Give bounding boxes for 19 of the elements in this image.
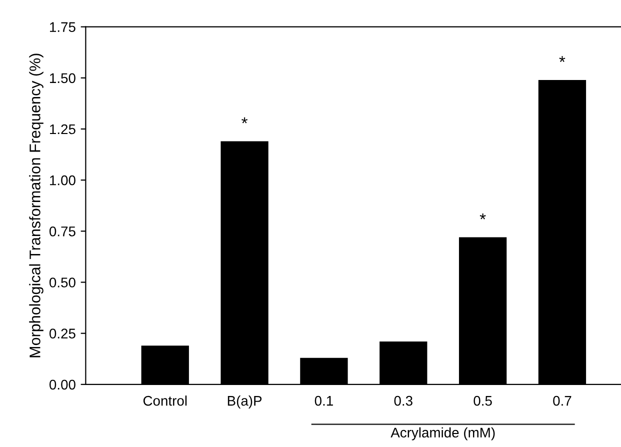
y-tick-label: 1.50: [50, 73, 76, 84]
y-tick-label: 0.75: [49, 226, 76, 236]
annotation: *: [559, 56, 566, 62]
x-tick-label: 0.5: [474, 396, 492, 406]
y-tick-label: 0.00: [49, 380, 76, 390]
y-tick-label: 0.50: [49, 278, 76, 288]
text: Acrylamide (mM): [390, 427, 495, 440]
annotation: *: [480, 213, 486, 220]
x-tick-label: 0.1: [314, 396, 333, 406]
y-tick-label: 1.00: [50, 175, 76, 186]
y-axis-title: Morphological Transformation Frequency (%): [29, 54, 44, 358]
y-tick-label: 1.75: [50, 22, 76, 32]
annotation: *: [242, 117, 248, 124]
x-tick-label: Control: [143, 396, 187, 406]
y-tick-label: 0.25: [49, 328, 76, 339]
x-tick-label: B(a)P: [228, 396, 262, 408]
x-tick-label: 0.3: [394, 396, 412, 406]
y-tick-label: 1.25: [50, 124, 76, 134]
x-tick-label: 0.7: [553, 396, 572, 406]
